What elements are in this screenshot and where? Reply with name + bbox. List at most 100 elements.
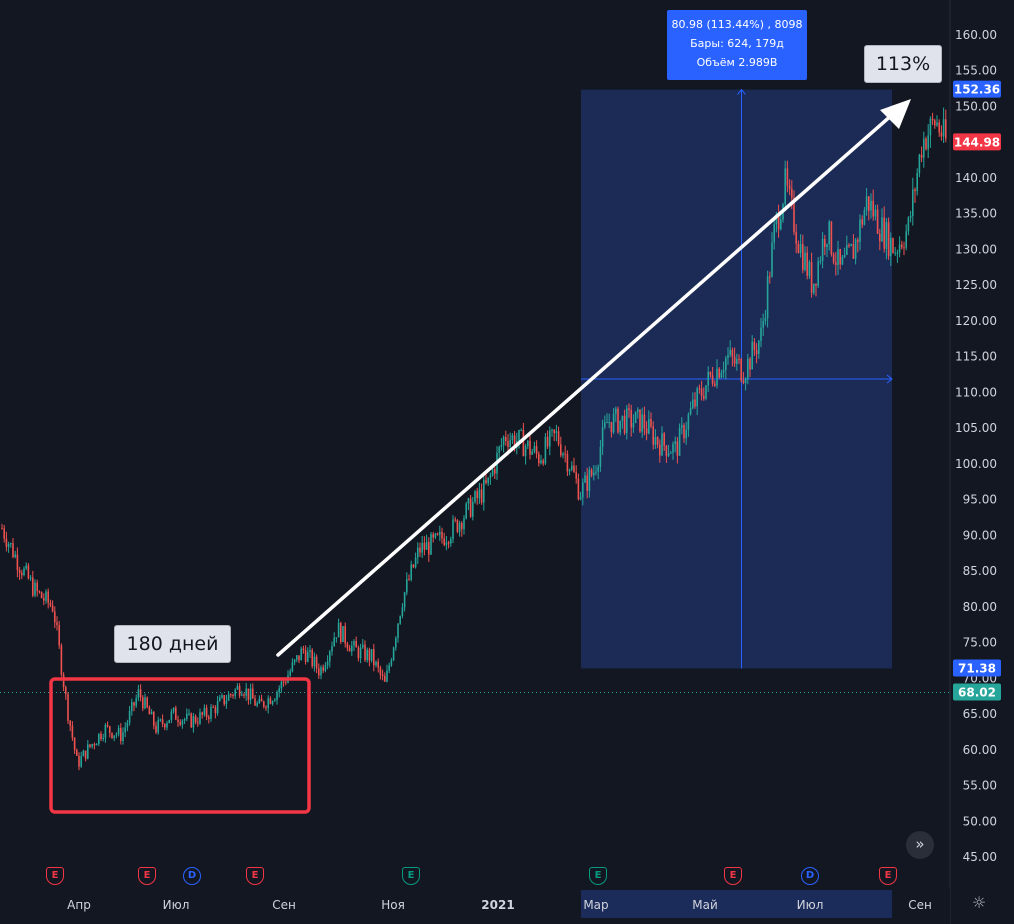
candle-body bbox=[263, 701, 265, 707]
candle-body bbox=[540, 460, 542, 464]
candle-body bbox=[234, 689, 236, 696]
candle-body bbox=[901, 244, 903, 248]
candle-body bbox=[868, 196, 870, 211]
candle-body bbox=[786, 168, 789, 186]
candle-body bbox=[606, 422, 608, 424]
candle-body bbox=[551, 429, 553, 431]
candle-body bbox=[95, 743, 98, 746]
candle-body bbox=[304, 650, 307, 662]
trend-arrow[interactable] bbox=[276, 99, 911, 657]
candle-body bbox=[522, 429, 525, 457]
candle-body bbox=[168, 719, 170, 724]
candle-body bbox=[60, 645, 63, 675]
candle-body bbox=[593, 472, 595, 476]
candle-body bbox=[777, 213, 780, 230]
candle-body bbox=[190, 713, 192, 728]
earnings-event-icon[interactable]: E bbox=[589, 867, 607, 885]
candle-body bbox=[177, 719, 179, 723]
candle-body bbox=[472, 502, 474, 517]
candle-body bbox=[157, 719, 159, 733]
candle-body bbox=[751, 341, 753, 370]
candle-body bbox=[907, 217, 910, 232]
earnings-event-icon[interactable]: E bbox=[246, 867, 264, 885]
candle-body bbox=[14, 554, 16, 558]
candle-body bbox=[227, 694, 230, 701]
candle-body bbox=[474, 491, 476, 503]
days-note[interactable]: 180 дней bbox=[114, 625, 231, 663]
candle-body bbox=[111, 732, 113, 738]
candle-body bbox=[370, 649, 373, 661]
candle-body bbox=[513, 435, 516, 448]
candle-body bbox=[223, 695, 225, 705]
candle-body bbox=[439, 531, 441, 535]
range-highlight-box[interactable] bbox=[49, 677, 311, 814]
candle-body bbox=[810, 261, 813, 293]
earnings-event-icon[interactable]: E bbox=[402, 867, 420, 885]
candle-body bbox=[29, 577, 32, 579]
candle-body bbox=[278, 688, 280, 693]
candle-body bbox=[507, 441, 509, 448]
measure-info-box: 80.98 (113.44%) , 8098 Бары: 624, 179д О… bbox=[667, 10, 807, 80]
candle-body bbox=[469, 498, 472, 517]
candle-body bbox=[582, 482, 584, 498]
candle-body bbox=[293, 659, 296, 663]
candle-body bbox=[397, 623, 399, 639]
candle-body bbox=[342, 626, 344, 643]
candle-body bbox=[934, 120, 936, 126]
price-tick-label: 90.00 bbox=[963, 528, 997, 542]
candle-body bbox=[362, 644, 364, 648]
candle-body bbox=[509, 440, 511, 448]
candle-body bbox=[518, 430, 520, 442]
candle-body bbox=[366, 649, 368, 661]
candle-body bbox=[938, 122, 940, 133]
earnings-event-icon[interactable]: E bbox=[46, 867, 64, 885]
candle-body bbox=[274, 699, 276, 702]
candle-body bbox=[641, 414, 643, 432]
candle-body bbox=[599, 447, 602, 467]
candle-body bbox=[445, 542, 448, 546]
candle-body bbox=[584, 475, 586, 483]
candle-body bbox=[920, 154, 923, 158]
candle-body bbox=[945, 119, 947, 139]
price-axis-panel[interactable] bbox=[950, 0, 1014, 924]
candle-body bbox=[681, 425, 683, 428]
candle-body bbox=[452, 519, 454, 540]
candle-body bbox=[689, 408, 692, 415]
candle-body bbox=[463, 518, 465, 530]
candle-body bbox=[881, 217, 883, 242]
candle-body bbox=[412, 564, 415, 568]
candle-body bbox=[425, 542, 428, 550]
dividend-event-icon[interactable]: D bbox=[801, 867, 819, 885]
candle-body bbox=[414, 557, 417, 568]
candle-body bbox=[98, 733, 100, 744]
candle-body bbox=[353, 641, 355, 646]
earnings-event-icon[interactable]: E bbox=[879, 867, 897, 885]
candle-body bbox=[221, 695, 223, 698]
candle-body bbox=[808, 261, 811, 276]
candle-body bbox=[359, 647, 362, 659]
candle-body bbox=[1, 528, 3, 530]
candle-body bbox=[56, 622, 58, 625]
candle-body bbox=[49, 602, 52, 606]
candle-body bbox=[384, 675, 386, 682]
candle-body bbox=[535, 446, 538, 454]
price-tick-label: 140.00 bbox=[955, 171, 997, 185]
candle-body bbox=[557, 431, 560, 445]
earnings-event-icon[interactable]: E bbox=[724, 867, 742, 885]
candle-body bbox=[740, 359, 742, 381]
candle-body bbox=[714, 383, 716, 386]
candle-body bbox=[720, 372, 723, 378]
candle-body bbox=[144, 697, 146, 709]
candle-body bbox=[148, 707, 151, 715]
scroll-to-realtime-button[interactable]: » bbox=[906, 831, 934, 859]
dividend-event-icon[interactable]: D bbox=[183, 867, 201, 885]
candle-body bbox=[406, 579, 408, 593]
candle-body bbox=[93, 744, 96, 746]
percent-note[interactable]: 113% bbox=[864, 45, 942, 83]
candle-body bbox=[764, 317, 767, 321]
settings-button[interactable]: ☼ bbox=[969, 893, 989, 913]
price-tick-label: 65.00 bbox=[963, 707, 997, 721]
earnings-event-icon[interactable]: E bbox=[138, 867, 156, 885]
candle-body bbox=[863, 210, 866, 225]
